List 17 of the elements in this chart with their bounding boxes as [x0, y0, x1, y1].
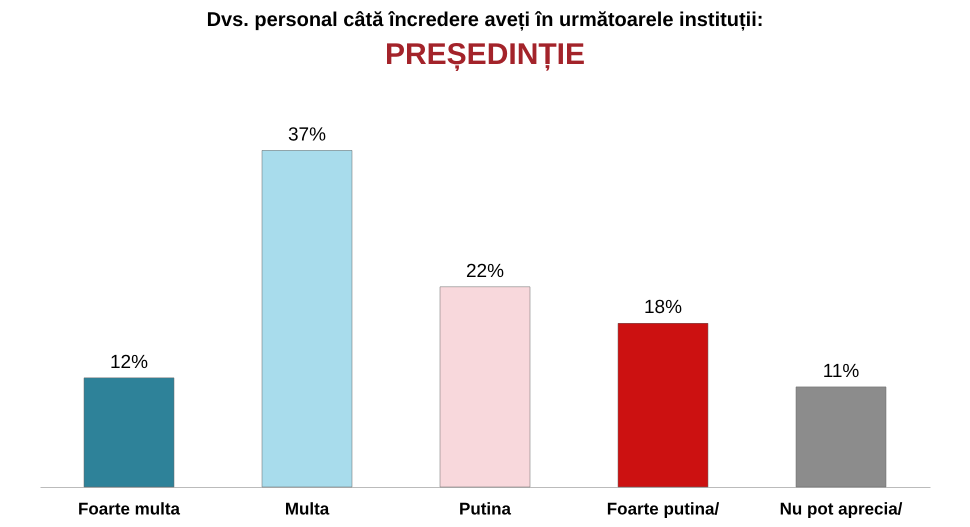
data-label: 22% [466, 260, 504, 282]
bar [440, 286, 530, 488]
data-label: 18% [644, 297, 682, 318]
x-tick-label: Foarte multa [78, 500, 181, 518]
x-tick-label: Nu pot aprecia/ [780, 500, 903, 518]
data-label: 37% [288, 124, 326, 146]
bar [262, 150, 352, 488]
data-label: 12% [110, 352, 148, 373]
chart-subtitle: PREȘEDINȚIE [384, 38, 586, 71]
x-tick-label: Foarte putina/ [606, 500, 720, 518]
chart-title: Dvs. personal câtă încredere aveți în următoarele instituții: [206, 9, 764, 31]
bar [796, 386, 886, 488]
x-tick-label: Multa [284, 500, 330, 518]
x-tick-label: Putina [459, 500, 512, 518]
bar [84, 378, 174, 488]
data-label: 11% [822, 360, 860, 382]
bar [618, 322, 708, 488]
